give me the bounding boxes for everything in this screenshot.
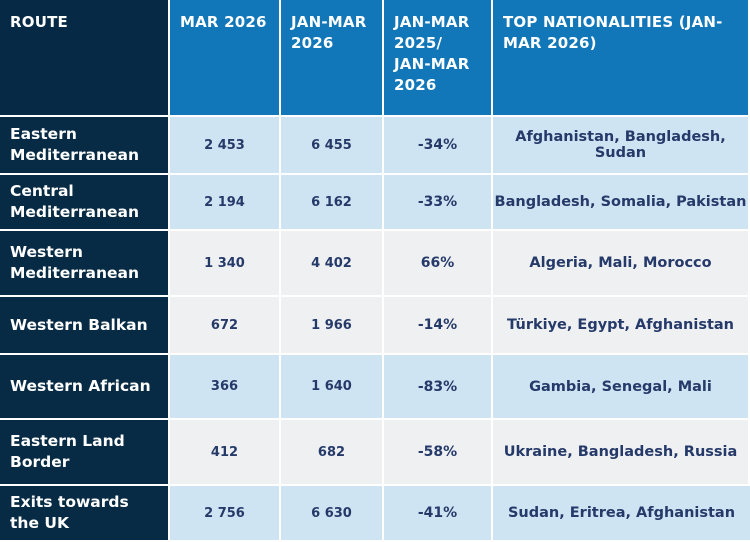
row-route-name: Exits towards the UK bbox=[0, 486, 170, 542]
row-mar-2026-value: 366 bbox=[170, 355, 281, 420]
row-jan-mar-2026-value: 6 630 bbox=[281, 486, 384, 542]
row-mar-2026-value: 672 bbox=[170, 297, 281, 355]
row-change-value: -83% bbox=[384, 355, 493, 420]
row-change-value: -34% bbox=[384, 117, 493, 175]
header-top-nationalities: TOP NATIONALITIES (JAN-MAR 2026) bbox=[493, 0, 750, 117]
row-mar-2026-value: 2 453 bbox=[170, 117, 281, 175]
row-route-name: Western African bbox=[0, 355, 170, 420]
row-nationalities: Türkiye, Egypt, Afghanistan bbox=[493, 297, 750, 355]
header-jan-mar-2026: JAN-MAR 2026 bbox=[281, 0, 384, 117]
row-nationalities: Gambia, Senegal, Mali bbox=[493, 355, 750, 420]
row-nationalities: Ukraine, Bangladesh, Russia bbox=[493, 420, 750, 486]
row-nationalities: Algeria, Mali, Morocco bbox=[493, 231, 750, 297]
header-mar-2026: MAR 2026 bbox=[170, 0, 281, 117]
header-route: ROUTE bbox=[0, 0, 170, 117]
row-jan-mar-2026-value: 1 966 bbox=[281, 297, 384, 355]
row-change-value: -58% bbox=[384, 420, 493, 486]
row-route-name: Eastern Mediterranean bbox=[0, 117, 170, 175]
row-mar-2026-value: 1 340 bbox=[170, 231, 281, 297]
row-jan-mar-2026-value: 1 640 bbox=[281, 355, 384, 420]
row-jan-mar-2026-value: 682 bbox=[281, 420, 384, 486]
row-route-name: Western Balkan bbox=[0, 297, 170, 355]
row-route-name: Western Mediterranean bbox=[0, 231, 170, 297]
row-change-value: -33% bbox=[384, 175, 493, 231]
row-nationalities: Afghanistan, Bangladesh, Sudan bbox=[493, 117, 750, 175]
row-nationalities: Bangladesh, Somalia, Pakistan bbox=[493, 175, 750, 231]
row-jan-mar-2026-value: 6 455 bbox=[281, 117, 384, 175]
row-jan-mar-2026-value: 4 402 bbox=[281, 231, 384, 297]
row-route-name: Central Mediterranean bbox=[0, 175, 170, 231]
row-change-value: 66% bbox=[384, 231, 493, 297]
row-mar-2026-value: 2 194 bbox=[170, 175, 281, 231]
row-nationalities: Sudan, Eritrea, Afghanistan bbox=[493, 486, 750, 542]
row-route-name: Eastern Land Border bbox=[0, 420, 170, 486]
row-mar-2026-value: 412 bbox=[170, 420, 281, 486]
header-change: JAN-MAR 2025/ JAN-MAR 2026 bbox=[384, 0, 493, 117]
row-change-value: -41% bbox=[384, 486, 493, 542]
row-mar-2026-value: 2 756 bbox=[170, 486, 281, 542]
row-change-value: -14% bbox=[384, 297, 493, 355]
row-jan-mar-2026-value: 6 162 bbox=[281, 175, 384, 231]
